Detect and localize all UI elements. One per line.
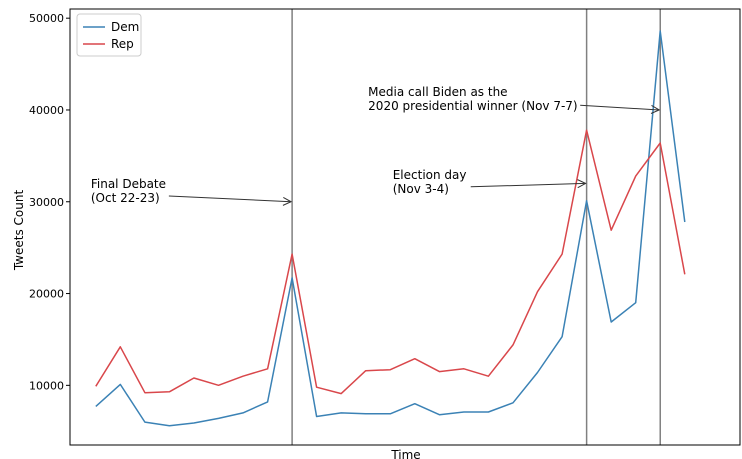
series-line-rep <box>95 129 686 395</box>
y-tick-label: 30000 <box>29 196 64 209</box>
y-tick-label: 40000 <box>29 104 64 117</box>
annotation-line: Final Debate <box>91 177 166 191</box>
legend-box <box>76 13 142 57</box>
y-tick-label: 10000 <box>29 379 64 392</box>
annotation-line: (Oct 22-23) <box>91 191 160 205</box>
y-tick-label: 50000 <box>29 12 64 25</box>
annotation-arrow <box>580 104 659 110</box>
legend-label-rep: Rep <box>111 37 134 51</box>
annotation-arrow <box>168 195 291 202</box>
plot-frame <box>69 8 741 446</box>
annotation-line: Election day <box>393 168 467 182</box>
legend: Dem Rep <box>76 13 142 57</box>
annotation-text: Final Debate (Oct 22-23) <box>91 177 166 205</box>
y-axis-label: Tweets Count <box>12 190 26 272</box>
x-axis-label: Time <box>390 448 420 459</box>
annotation-line: (Nov 3-4) <box>393 182 449 196</box>
y-tick-label: 20000 <box>29 288 64 301</box>
annotation-text: Media call Biden as the 2020 presidential… <box>368 85 577 113</box>
annotation-line: 2020 presidential winner (Nov 7-7) <box>368 99 577 113</box>
annotation-text: Election day (Nov 3-4) <box>393 168 467 196</box>
annotation-line: Media call Biden as the <box>368 85 507 99</box>
legend-label-dem: Dem <box>111 20 139 34</box>
annotation-arrow <box>470 183 586 186</box>
series-line-dem <box>95 30 686 427</box>
